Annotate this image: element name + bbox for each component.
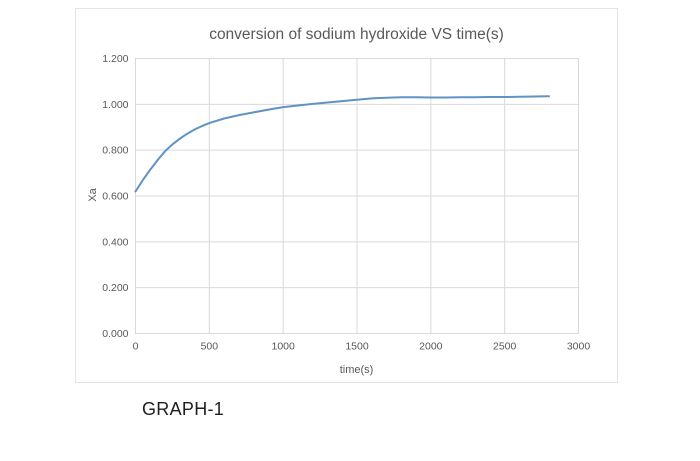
y-tick-label: 0.400 bbox=[102, 236, 128, 248]
y-tick-label: 1.200 bbox=[102, 53, 128, 65]
figure-caption: GRAPH-1 bbox=[142, 399, 225, 419]
chart-plot-svg: 0.000 0.200 0.400 0.600 0.800 1.000 1.200 0 500 1… bbox=[102, 53, 591, 353]
y-tick-label: 0.200 bbox=[102, 282, 128, 294]
chart-title: conversion of sodium hydroxide VS time(s… bbox=[209, 26, 504, 43]
x-tick-label: 0 bbox=[133, 341, 139, 353]
y-tick-label: 0.800 bbox=[102, 145, 128, 157]
x-tick-label: 1500 bbox=[345, 341, 369, 353]
x-axis-title: time(s) bbox=[339, 364, 374, 376]
x-tick-label: 2500 bbox=[493, 341, 517, 353]
y-tick-label: 0.000 bbox=[102, 328, 128, 340]
x-tick-label: 500 bbox=[201, 341, 219, 353]
x-tick-label: 1000 bbox=[271, 341, 295, 353]
y-tick-label: 1.000 bbox=[102, 99, 128, 111]
data-line-Xa bbox=[134, 95, 550, 193]
y-axis-title: Xa bbox=[87, 188, 99, 202]
chart-card: conversion of sodium hydroxide VS time(s… bbox=[75, 8, 618, 383]
plot-border bbox=[135, 58, 579, 334]
x-tick-label: 2000 bbox=[419, 341, 443, 353]
x-tick-label: 3000 bbox=[567, 341, 591, 353]
y-tick-label: 0.600 bbox=[102, 191, 128, 203]
